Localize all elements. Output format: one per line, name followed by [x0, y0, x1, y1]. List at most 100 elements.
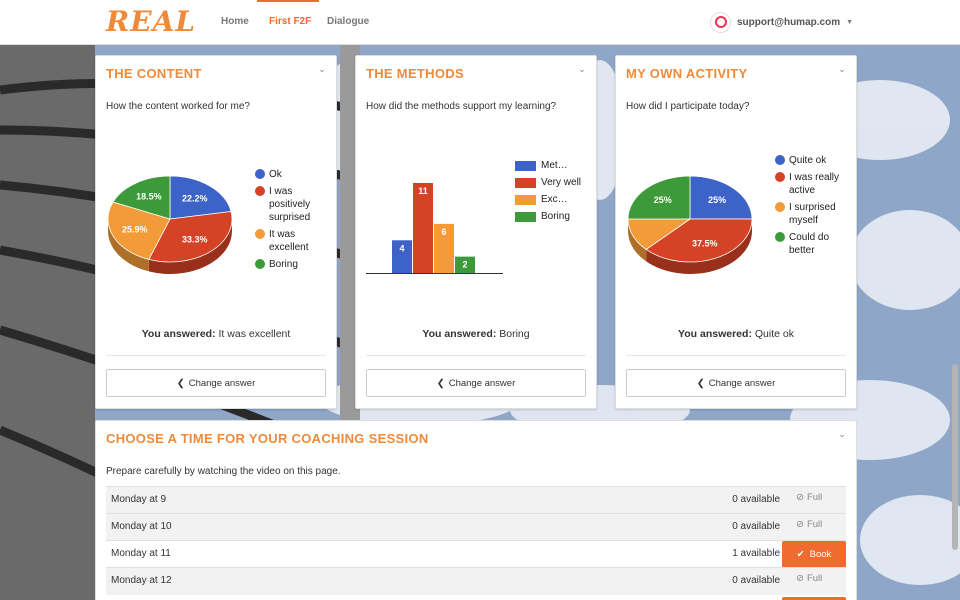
bar	[392, 240, 412, 273]
pie-slice-label: 18.5%	[136, 192, 162, 202]
caret-down-icon: ▼	[846, 18, 854, 26]
methods-card: THE METHODS ⌄ How did the methods suppor…	[355, 55, 597, 409]
slot-availability: 0 available	[732, 494, 780, 505]
card-question: How the content worked for me?	[106, 101, 250, 112]
top-navbar: REAL Home First F2F Dialogue support@hum…	[0, 0, 960, 45]
ban-icon: ⊘	[796, 573, 804, 584]
slot-time: Monday at 10	[111, 521, 172, 532]
chevron-left-icon: ❮	[176, 377, 185, 389]
pie-slice-label: 25%	[708, 195, 726, 205]
change-answer-button[interactable]: ❮ Change answer	[106, 369, 326, 397]
bar-label: 2	[462, 260, 467, 270]
bar-label: 11	[418, 186, 428, 196]
chevron-left-icon: ❮	[696, 377, 705, 389]
bar	[413, 183, 433, 273]
pie-slice-label: 22.2%	[182, 194, 208, 204]
activity-pie-chart: 25% 37.5% 25%	[627, 175, 753, 274]
section-description: Prepare carefully by watching the video …	[106, 466, 341, 477]
chevron-down-icon[interactable]: ⌄	[318, 64, 326, 74]
your-answer: You answered: Boring	[422, 328, 530, 340]
pie-slice-label: 25.9%	[122, 225, 148, 235]
pie-slice	[148, 211, 233, 263]
slot-time: Monday at 12	[111, 575, 172, 586]
chart-legend: Quite ok I was really active I surprised…	[775, 154, 845, 261]
table-row: Monday at 10 0 available ⊘ Full	[106, 513, 846, 541]
legend-item: Boring	[515, 210, 595, 223]
pie-slice	[627, 175, 691, 220]
scrollbar[interactable]	[952, 364, 958, 550]
coaching-section: CHOOSE A TIME FOR YOUR COACHING SESSION …	[95, 420, 857, 600]
legend-item: Very well	[515, 176, 595, 189]
bar	[455, 256, 475, 273]
bar-label: 6	[441, 227, 446, 237]
pie-slice-label: 33.3%	[182, 234, 208, 244]
pie-slice-side	[628, 219, 647, 262]
table-row: Monday at 9 0 available ⊘ Full	[106, 486, 846, 514]
your-answer: You answered: Quite ok	[678, 328, 794, 340]
avatar	[710, 11, 731, 33]
pie-slice-label: 37.5%	[692, 239, 718, 249]
active-tab-indicator	[257, 0, 319, 2]
change-answer-button[interactable]: ❮ Change answer	[626, 369, 846, 397]
pie-slice	[169, 175, 232, 220]
legend-item: Met…	[515, 159, 595, 172]
pie-slice-side	[646, 219, 752, 274]
chart-legend: Met… Very well Exc… Boring	[515, 159, 595, 227]
book-button[interactable]	[782, 597, 846, 600]
nav-first-f2f[interactable]: First F2F	[269, 16, 312, 27]
card-question: How did the methods support my learning?	[366, 101, 557, 112]
divider	[106, 355, 326, 356]
ban-icon: ⊘	[796, 492, 804, 503]
your-answer: You answered: It was excellent	[141, 328, 291, 340]
content-pie-chart: 22.2% 33.3% 25.9% 18.5%	[107, 175, 233, 274]
legend-item: Could do better	[775, 231, 845, 257]
full-button[interactable]: ⊘ Full	[796, 492, 823, 503]
slot-availability: 0 available	[732, 575, 780, 586]
pie-slice	[645, 218, 753, 263]
activity-card: MY OWN ACTIVITY ⌄ How did I participate …	[615, 55, 857, 409]
legend-item: I was really active	[775, 171, 845, 197]
divider	[626, 355, 846, 356]
legend-item: Boring	[255, 258, 335, 271]
card-question: How did I participate today?	[626, 101, 750, 112]
legend-item: Ok	[255, 168, 335, 181]
bar	[434, 223, 454, 273]
full-button[interactable]: ⊘ Full	[796, 519, 823, 530]
legend-item: Quite ok	[775, 154, 845, 167]
legend-item: I was positively surprised	[255, 185, 335, 224]
app-logo[interactable]: REAL	[106, 5, 197, 38]
legend-item: I surprised myself	[775, 201, 845, 227]
card-title: MY OWN ACTIVITY	[626, 66, 748, 81]
book-button[interactable]: ✔ Book	[782, 541, 846, 568]
divider	[366, 355, 586, 356]
chevron-down-icon[interactable]: ⌄	[838, 429, 846, 439]
pie-slice	[107, 201, 171, 260]
user-email: support@humap.com	[737, 16, 841, 28]
full-button[interactable]: ⊘ Full	[796, 573, 823, 584]
nav-dialogue[interactable]: Dialogue	[327, 16, 370, 27]
legend-item: Exc…	[515, 193, 595, 206]
slot-availability: 0 available	[732, 521, 780, 532]
pie-slice	[112, 175, 171, 220]
methods-bar-chart: 4 11 6 2	[366, 183, 503, 274]
slot-availability: 1 available	[732, 548, 780, 559]
section-title: CHOOSE A TIME FOR YOUR COACHING SESSION	[106, 431, 429, 446]
nav-home[interactable]: Home	[221, 16, 249, 27]
ban-icon: ⊘	[796, 519, 804, 530]
chart-legend: Ok I was positively surprised It was exc…	[255, 168, 335, 275]
chevron-left-icon: ❮	[436, 377, 445, 389]
legend-item: It was excellent	[255, 228, 335, 254]
pie-slice	[689, 175, 753, 220]
table-row: Monday at 12 0 available ⊘ Full	[106, 567, 846, 595]
bar-label: 4	[399, 243, 404, 253]
content-card: THE CONTENT ⌄ How the content worked for…	[95, 55, 337, 409]
user-menu[interactable]: support@humap.com ▼	[710, 11, 854, 33]
chevron-down-icon[interactable]: ⌄	[578, 64, 586, 74]
slot-time: Monday at 11	[111, 548, 171, 559]
chevron-down-icon[interactable]: ⌄	[838, 64, 846, 74]
pie-slice-label: 25%	[654, 195, 672, 205]
slot-time: Monday at 9	[111, 494, 167, 505]
pie-slice-side	[108, 219, 149, 272]
pie-slice-side	[148, 219, 232, 274]
change-answer-button[interactable]: ❮ Change answer	[366, 369, 586, 397]
